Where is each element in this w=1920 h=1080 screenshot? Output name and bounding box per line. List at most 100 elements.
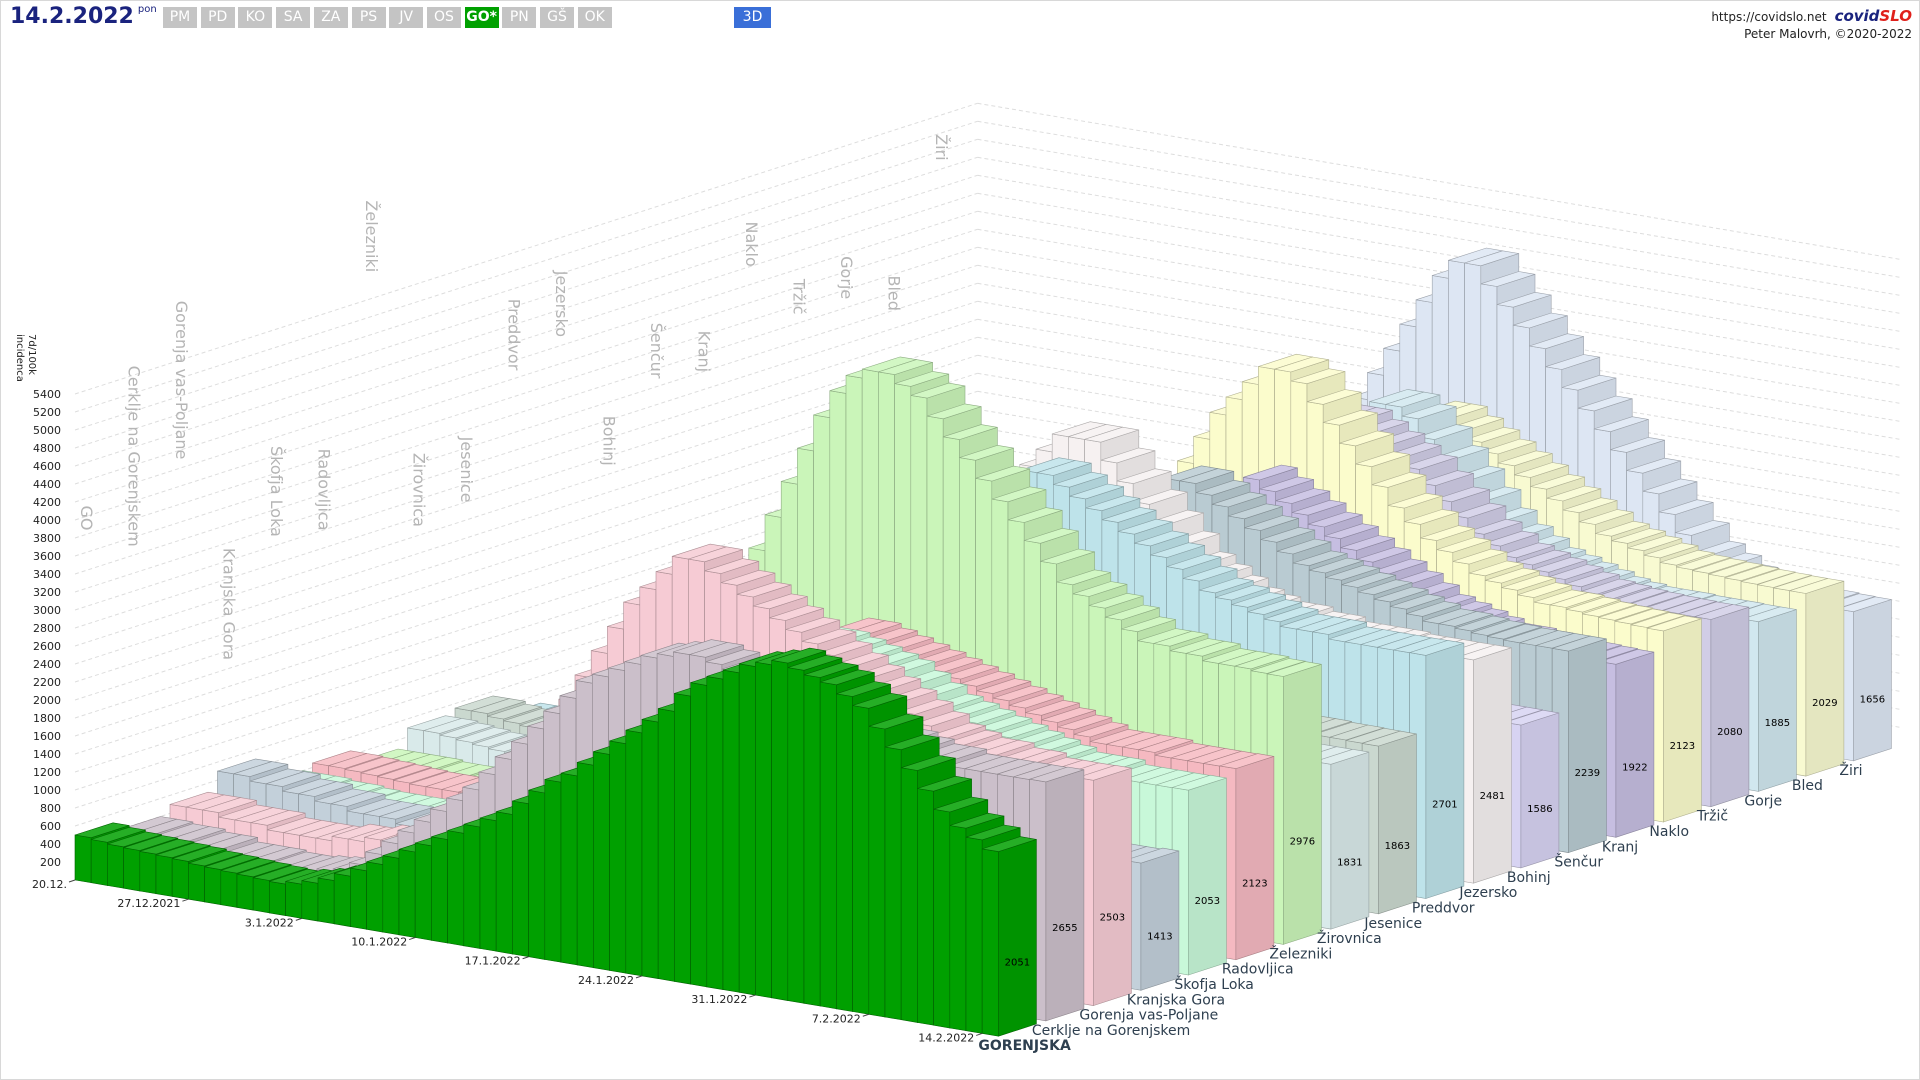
value-label: 2655 (1052, 923, 1077, 934)
y-tick-label: 5400 (33, 388, 61, 401)
bar-side (1283, 663, 1322, 945)
region-button[interactable]: OK (577, 7, 612, 28)
bar-top (1546, 485, 1601, 502)
row-label: Gorenja vas-Poljane (1079, 1008, 1218, 1024)
bar-top (1514, 462, 1569, 478)
bar-top (1480, 271, 1536, 287)
y-axis-title: incidenca (14, 334, 25, 382)
bar-top (1323, 409, 1378, 426)
bar-side (1520, 712, 1560, 869)
bar-front (917, 788, 934, 1026)
bar-top (1708, 561, 1763, 578)
bar-front (528, 789, 546, 960)
x-tick-label: 20.12. (32, 878, 67, 891)
grid-line (977, 156, 1901, 314)
value-label: 2701 (1432, 799, 1457, 810)
bar-side (1140, 850, 1180, 991)
header-weekday: pon (137, 4, 157, 15)
region-button[interactable]: OS (426, 7, 461, 28)
region-button[interactable]: GŠ (540, 7, 574, 28)
bar-top (1530, 473, 1585, 490)
region-button[interactable]: PD (200, 7, 235, 28)
y-tick-label: 5000 (33, 424, 61, 437)
bar-top (1565, 571, 1620, 588)
bar-front (171, 858, 189, 900)
region-button[interactable]: KO (238, 7, 273, 28)
bar-side (1758, 609, 1797, 792)
bar (1836, 596, 1892, 762)
grid-line (977, 138, 1901, 296)
region-button[interactable]: PN (502, 7, 537, 28)
bar-top (1500, 542, 1555, 559)
y-tick-label: 1200 (33, 766, 61, 779)
bar-top (1516, 549, 1571, 566)
row-label: Kranj (1602, 839, 1638, 855)
bar-top (1627, 535, 1682, 552)
bar-top (1676, 554, 1731, 571)
bar-side (1093, 767, 1132, 1007)
bar-side (1188, 777, 1227, 976)
bar-top (1579, 509, 1634, 525)
y-tick-label: 5200 (33, 406, 61, 419)
bar (1789, 578, 1845, 777)
bar-top (1513, 312, 1568, 329)
grid-line (977, 210, 1901, 368)
y-tick-label: 1800 (33, 712, 61, 725)
bar-top (1643, 542, 1699, 559)
y-tick-label: 2000 (33, 694, 61, 707)
bar-front (981, 848, 999, 1037)
brand-part: SLO (1879, 7, 1912, 25)
region-button[interactable]: JV (389, 7, 424, 28)
back-label: Žirovnica (410, 453, 429, 527)
bar-top (1371, 472, 1427, 488)
y-tick-label: 4000 (33, 514, 61, 527)
x-tick (409, 937, 416, 941)
back-label: Bled (885, 275, 904, 310)
bar-top (1418, 424, 1473, 440)
y-tick-label: 3800 (33, 532, 61, 545)
region-button[interactable]: ZA (313, 7, 348, 28)
bar-top (1611, 528, 1666, 544)
grid-line (977, 120, 1901, 278)
bar-front (787, 667, 805, 1004)
value-label: 2976 (1290, 837, 1315, 848)
view-button[interactable]: 3D (734, 7, 771, 28)
value-label: 1922 (1622, 763, 1647, 774)
y-tick-label: 2800 (33, 622, 61, 635)
y-tick-label: 1400 (33, 748, 61, 761)
y-tick-label: 4400 (33, 478, 61, 491)
bar-front (900, 767, 918, 1023)
region-button[interactable]: PS (351, 7, 386, 28)
row-label: Žiri (1839, 761, 1862, 779)
back-label: Cerklje na Gorenjskem (125, 366, 144, 547)
grid-line (977, 246, 1901, 404)
x-tick (182, 898, 189, 902)
bar-top (1451, 502, 1506, 519)
bar-front (512, 800, 529, 958)
y-tick-label: 4800 (33, 442, 61, 455)
bar-front (188, 862, 205, 903)
region-button[interactable]: GO* (464, 7, 499, 28)
bar-side (1805, 580, 1845, 777)
bar-top (1837, 596, 1892, 613)
bar-front (933, 808, 951, 1029)
grid-line (977, 336, 1901, 494)
row-label: Jezersko (1458, 885, 1517, 901)
bar-top (1496, 291, 1552, 308)
bar-side (1473, 647, 1512, 884)
bar-top (1675, 520, 1730, 536)
row-label: Preddvor (1412, 900, 1475, 916)
back-label: Tržič (790, 278, 809, 315)
region-button[interactable]: PM (163, 7, 197, 28)
bar-front (285, 881, 303, 919)
bar-front (382, 855, 400, 936)
bar-front (236, 873, 254, 911)
region-button[interactable]: SA (276, 7, 311, 28)
bar-front (447, 830, 465, 947)
bar-front (803, 674, 821, 1007)
site-url[interactable]: https://covidslo.net (1711, 10, 1827, 24)
bar-front (949, 825, 967, 1032)
grid-line (977, 300, 1901, 458)
y-tick-label: 4600 (33, 460, 61, 473)
